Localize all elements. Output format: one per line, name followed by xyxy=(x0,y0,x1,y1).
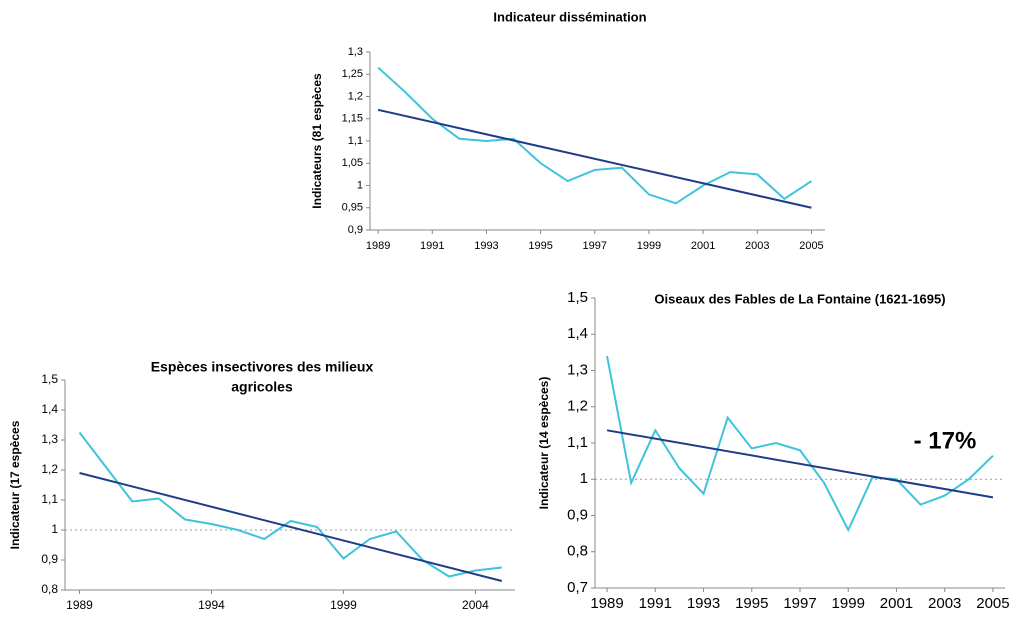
x-tick-label: 1993 xyxy=(687,595,720,612)
y-tick-label: 1,1 xyxy=(348,135,363,147)
y-tick-label: 1,5 xyxy=(41,372,58,386)
trend-line xyxy=(79,472,503,582)
data-line xyxy=(606,355,994,533)
x-tick-label: 1995 xyxy=(528,240,552,252)
x-tick-label: 2001 xyxy=(880,595,913,612)
x-tick-label: 2001 xyxy=(691,240,715,252)
x-tick-label: 2005 xyxy=(976,595,1009,612)
trend-line xyxy=(377,108,812,209)
y-tick-label: 1 xyxy=(580,470,588,487)
y-tick-label: 1,5 xyxy=(567,289,588,306)
y-tick-label: 0,9 xyxy=(41,552,58,566)
x-tick-label: 1989 xyxy=(66,598,93,612)
annotation: - 17% xyxy=(914,427,977,454)
x-tick-label: 1991 xyxy=(420,240,444,252)
x-tick-label: 1991 xyxy=(639,595,672,612)
y-axis-label: Indicateur (17 espèces xyxy=(8,420,22,549)
chart-title: Indicateur dissémination xyxy=(493,9,646,24)
y-tick-label: 1,25 xyxy=(342,68,363,80)
x-tick-label: 2004 xyxy=(462,598,489,612)
trend-line xyxy=(606,429,994,499)
y-tick-label: 1,2 xyxy=(41,462,58,476)
chart-title: agricoles xyxy=(231,379,293,395)
x-tick-label: 1989 xyxy=(366,240,390,252)
y-tick-label: 0,95 xyxy=(342,202,363,214)
x-tick-label: 1999 xyxy=(832,595,865,612)
x-tick-label: 1994 xyxy=(198,598,225,612)
y-tick-label: 1,3 xyxy=(567,361,588,378)
y-tick-label: 1 xyxy=(51,522,58,536)
x-tick-label: 2003 xyxy=(745,240,769,252)
y-tick-label: 0,7 xyxy=(567,579,588,596)
data-line xyxy=(377,66,813,205)
x-tick-label: 1997 xyxy=(783,595,816,612)
x-tick-label: 1989 xyxy=(590,595,623,612)
y-tick-label: 1,4 xyxy=(567,325,588,342)
y-tick-label: 1,3 xyxy=(41,432,58,446)
x-tick-label: 2003 xyxy=(928,595,961,612)
y-tick-label: 0,9 xyxy=(348,224,363,236)
y-tick-label: 1,05 xyxy=(342,157,363,169)
y-tick-label: 0,8 xyxy=(567,543,588,560)
x-tick-label: 1999 xyxy=(330,598,357,612)
chart-title: Espèces insectivores des milieux xyxy=(151,359,374,375)
y-tick-label: 1,3 xyxy=(348,46,363,58)
y-tick-label: 1,2 xyxy=(567,398,588,415)
y-tick-label: 1,1 xyxy=(567,434,588,451)
y-tick-label: 0,8 xyxy=(41,582,58,596)
x-tick-label: 1999 xyxy=(637,240,661,252)
x-tick-label: 1997 xyxy=(583,240,607,252)
y-axis-label: Indicateur (14 espèces) xyxy=(537,377,551,510)
y-tick-label: 1,4 xyxy=(41,402,58,416)
y-tick-label: 1,2 xyxy=(348,90,363,102)
y-axis-label: Indicateurs (81 espèces xyxy=(310,73,324,209)
y-tick-label: 1 xyxy=(357,179,363,191)
x-tick-label: 2005 xyxy=(799,240,823,252)
chart-title: Oiseaux des Fables de La Fontaine (1621-… xyxy=(654,291,945,306)
y-tick-label: 0,9 xyxy=(567,506,588,523)
y-tick-label: 1,15 xyxy=(342,113,363,125)
x-tick-label: 1995 xyxy=(735,595,768,612)
x-tick-label: 1993 xyxy=(474,240,498,252)
data-line xyxy=(78,431,502,578)
y-tick-label: 1,1 xyxy=(41,492,58,506)
